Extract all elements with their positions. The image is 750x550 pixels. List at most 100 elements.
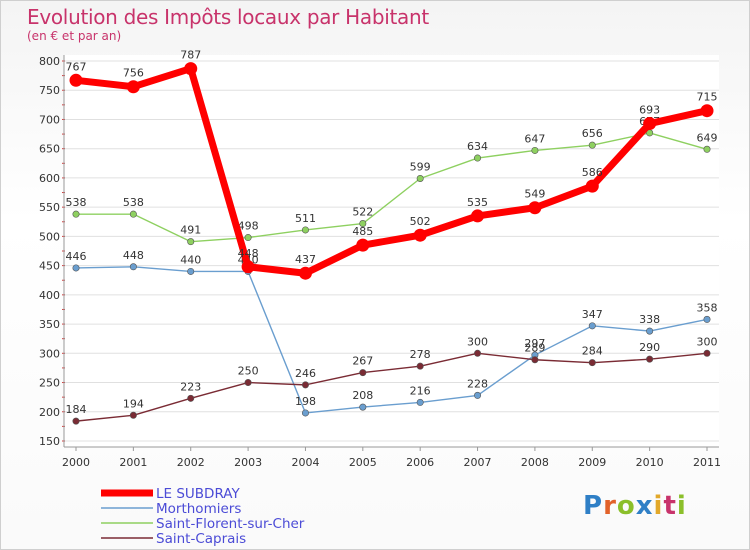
chart-subtitle: (en € et par an) xyxy=(27,29,122,43)
data-label: 756 xyxy=(123,67,144,80)
data-label: 284 xyxy=(582,345,603,358)
data-label: 198 xyxy=(295,395,316,408)
data-label: 767 xyxy=(66,60,87,73)
data-point xyxy=(129,263,137,271)
x-tick-label: 2006 xyxy=(406,456,434,469)
data-label: 290 xyxy=(639,341,660,354)
data-label: 300 xyxy=(467,335,488,348)
data-label: 647 xyxy=(524,132,545,145)
data-label: 267 xyxy=(352,355,373,368)
y-tick-label: 250 xyxy=(39,377,60,390)
data-point xyxy=(703,349,711,357)
data-point xyxy=(72,264,80,272)
data-label: 289 xyxy=(524,342,545,355)
data-label: 246 xyxy=(295,367,316,380)
data-point xyxy=(416,398,424,406)
legend-item: Saint-Florent-sur-Cher xyxy=(156,516,305,532)
data-point xyxy=(474,391,482,399)
data-label: 538 xyxy=(66,196,87,209)
data-point xyxy=(416,362,424,370)
data-point xyxy=(528,201,542,215)
series-line xyxy=(75,132,708,243)
data-point xyxy=(301,226,309,234)
data-label: 194 xyxy=(123,397,144,410)
x-tick-label: 2005 xyxy=(349,456,377,469)
y-tick-label: 700 xyxy=(39,113,60,126)
data-label: 485 xyxy=(352,225,373,238)
data-point xyxy=(413,228,427,242)
data-point xyxy=(244,234,252,242)
data-point xyxy=(298,266,312,280)
data-label: 656 xyxy=(582,127,603,140)
logo-letter: x xyxy=(635,491,654,521)
legend-item: Saint-Caprais xyxy=(156,531,246,547)
data-point xyxy=(588,322,596,330)
data-label: 649 xyxy=(697,131,718,144)
data-point xyxy=(585,179,599,193)
y-tick-label: 350 xyxy=(39,318,60,331)
data-point xyxy=(72,210,80,218)
x-tick-label: 2010 xyxy=(636,456,664,469)
plot-area xyxy=(64,55,719,447)
data-point xyxy=(416,175,424,183)
x-tick-label: 2003 xyxy=(234,456,262,469)
data-label: 693 xyxy=(639,104,660,117)
data-point xyxy=(588,359,596,367)
y-tick-label: 300 xyxy=(39,347,60,360)
y-tick-label: 650 xyxy=(39,143,60,156)
data-label: 446 xyxy=(66,250,87,263)
data-point xyxy=(244,379,252,387)
series-line xyxy=(72,65,711,277)
data-point xyxy=(646,355,654,363)
x-tick-label: 2007 xyxy=(464,456,492,469)
y-tick-label: 800 xyxy=(39,55,60,68)
series-line xyxy=(75,266,708,414)
data-label: 502 xyxy=(410,215,431,228)
data-point xyxy=(356,238,370,252)
data-label: 437 xyxy=(295,253,316,266)
legend-item: Morthomiers xyxy=(156,501,241,517)
data-point xyxy=(703,315,711,323)
chart-title: Evolution des Impôts locaux par Habitant xyxy=(27,5,429,29)
y-tick-label: 600 xyxy=(39,172,60,185)
data-point xyxy=(588,141,596,149)
data-point xyxy=(187,267,195,275)
proxiti-logo: Proxiti xyxy=(583,491,687,521)
x-tick-label: 2000 xyxy=(62,456,90,469)
logo-letter: i xyxy=(676,491,687,521)
data-label: 216 xyxy=(410,384,431,397)
data-point xyxy=(187,394,195,402)
data-point xyxy=(129,411,137,419)
data-point xyxy=(474,154,482,162)
data-point xyxy=(703,145,711,153)
data-point xyxy=(301,409,309,417)
x-tick-label: 2011 xyxy=(693,456,721,469)
data-point xyxy=(474,349,482,357)
logo-letter: t xyxy=(663,491,677,521)
data-label: 498 xyxy=(238,220,259,233)
data-label: 448 xyxy=(238,247,259,260)
data-label: 586 xyxy=(582,166,603,179)
data-label: 491 xyxy=(180,224,201,237)
data-point xyxy=(184,62,198,76)
data-label: 538 xyxy=(123,196,144,209)
x-tick-label: 2004 xyxy=(291,456,319,469)
y-tick-label: 150 xyxy=(39,435,60,448)
data-point xyxy=(359,403,367,411)
data-label: 787 xyxy=(180,49,201,62)
data-point xyxy=(359,220,367,228)
y-tick-label: 200 xyxy=(39,406,60,419)
x-tick-label: 2008 xyxy=(521,456,549,469)
data-point xyxy=(531,146,539,154)
data-point xyxy=(646,327,654,335)
y-tick-label: 450 xyxy=(39,260,60,273)
data-label: 634 xyxy=(467,140,488,153)
data-point xyxy=(241,260,255,274)
data-label: 250 xyxy=(238,365,259,378)
data-point xyxy=(72,417,80,425)
logo-letter: o xyxy=(616,491,636,521)
data-point xyxy=(69,73,83,87)
data-label: 300 xyxy=(697,335,718,348)
